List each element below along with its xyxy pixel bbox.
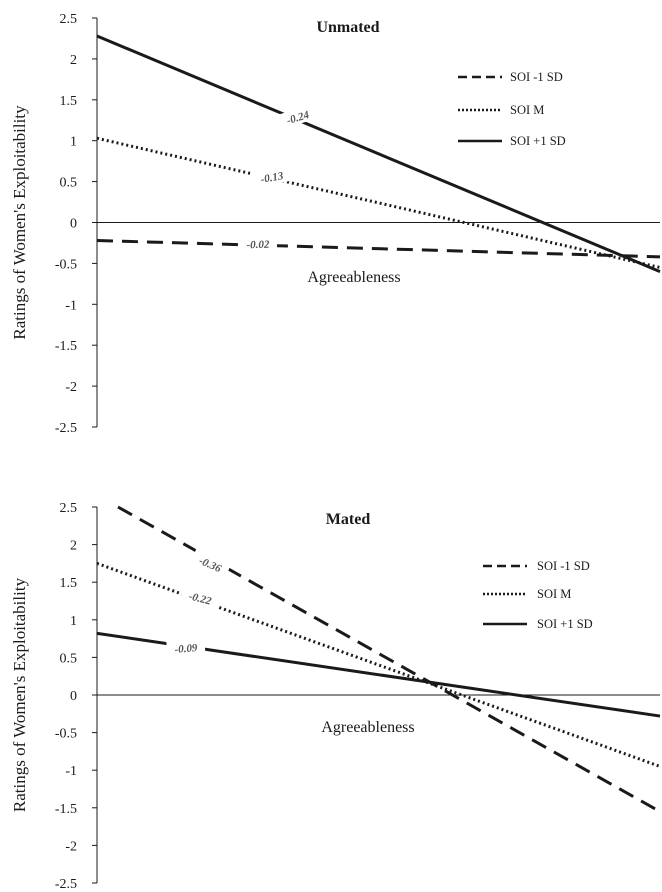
x-axis-label: Agreeableness [321,719,414,736]
x-axis-label: Agreeableness [307,269,400,286]
y-tick-label: 0.5 [60,651,78,666]
y-tick-label: 0 [70,217,77,232]
chart-title: Unmated [316,19,379,36]
y-tick-label: 2 [70,53,77,68]
y-tick-label: -1.5 [55,802,77,817]
y-tick-label: -0.5 [55,257,77,272]
slope-label-group: -0.36 [190,549,232,579]
chart-panel-unmated: 2.5 2 1.5 1 0.5 0 -0.5 -1 -1.5 -2 -2.5 Ratings of W… [10,12,661,436]
y-tick-label: 0.5 [60,176,78,191]
y-tick-label: -1 [65,298,77,313]
y-axis-label: Ratings of Women's Exploitability [10,105,29,340]
slope-label: -0.09 [174,642,198,656]
slope-label-bg [180,585,221,610]
slope-label: -0.13 [260,170,285,186]
chart-panel-mated: 2.5 2 1.5 1 0.5 0 -0.5 -1 -1.5 -2 -2.5 Ratings of W… [10,501,661,892]
y-tick-label: 2.5 [60,12,78,27]
y-tick-label: 2 [70,539,77,554]
slope-label: -0.02 [246,239,270,252]
y-tick-label: 1.5 [60,94,78,109]
y-tick-label: 0 [70,689,77,704]
slope-label-bg [166,638,206,657]
legend-label: SOI +1 SD [510,134,566,148]
y-tick-label: 1 [70,614,77,629]
series-line-soi-m [96,136,661,269]
series-line-soi-1-sd [96,238,661,259]
slope-label-bg [190,549,232,579]
y-tick-label: -1.5 [55,339,77,354]
slope-label-bg [277,103,318,130]
y-tick-label: 1 [70,135,77,150]
legend-label: SOI -1 SD [510,70,563,84]
y-tick-label: 1.5 [60,576,78,591]
slope-label-group: -0.22 [180,585,221,610]
legend-label: SOI +1 SD [537,617,593,631]
legend-label: SOI -1 SD [537,559,590,573]
slope-label-bg [251,165,292,188]
slope-label-bg [238,235,278,252]
y-tick-label: 2.5 [60,501,78,516]
legend-label: SOI M [537,587,571,601]
y-axis-label: Ratings of Women's Exploitability [10,577,29,812]
series-line-soi-1-sd [96,34,661,273]
y-tick-label: -1 [65,764,77,779]
slope-label-group: -0.02 [238,235,278,252]
legend-label: SOI M [510,103,544,117]
y-tick-label: -0.5 [55,727,77,742]
chart-title: Mated [326,511,371,528]
y-tick-label: -2.5 [55,421,77,436]
slope-label-group: -0.09 [166,638,206,657]
y-tick-label: -2 [65,380,77,395]
slope-label-group: -0.13 [251,165,292,188]
y-tick-label: -2 [65,839,77,854]
y-tick-label: -2.5 [55,877,77,892]
slope-label: -0.22 [187,590,213,607]
